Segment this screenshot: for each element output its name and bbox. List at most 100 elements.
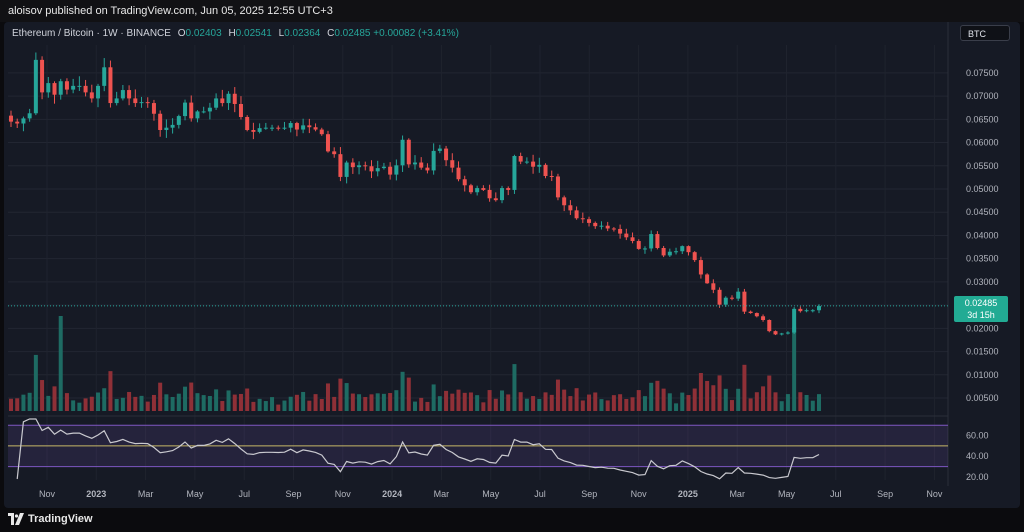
volume-bar xyxy=(226,390,231,411)
volume-bar xyxy=(518,392,523,411)
candle-body xyxy=(344,162,349,177)
candle-body xyxy=(431,150,436,171)
candle-body xyxy=(717,289,722,305)
volume-bar xyxy=(549,394,554,411)
price-tick-label: 0.02000 xyxy=(966,323,999,333)
tradingview-logo-icon[interactable] xyxy=(8,513,24,525)
candle-body xyxy=(313,127,318,130)
volume-bar xyxy=(568,396,573,411)
volume-bar xyxy=(183,386,188,411)
candle-body xyxy=(120,90,125,99)
volume-bar xyxy=(195,393,200,411)
volume-bar xyxy=(270,397,275,411)
volume-bar xyxy=(500,390,505,411)
high-label: H xyxy=(228,28,236,39)
candle-body xyxy=(257,128,262,132)
candle-body xyxy=(580,218,585,220)
volume-bar xyxy=(325,383,330,411)
volume-bar xyxy=(251,401,256,411)
volume-bar xyxy=(40,380,45,411)
candle-body xyxy=(512,156,517,190)
candle-body xyxy=(77,85,82,87)
volume-bar xyxy=(785,394,790,411)
price-tick-label: 0.03000 xyxy=(966,277,999,287)
volume-bar xyxy=(487,390,492,411)
publish-bar: aloisov published on TradingView.com, Ju… xyxy=(0,0,1024,22)
volume-bar xyxy=(661,388,666,411)
candle-body xyxy=(537,164,542,167)
candle-body xyxy=(363,165,368,167)
volume-bar xyxy=(456,389,461,411)
candle-body xyxy=(71,85,76,90)
time-tick-label: Nov xyxy=(631,489,648,499)
volume-bar xyxy=(692,388,697,411)
candle-body xyxy=(33,59,38,114)
volume-bar xyxy=(773,392,778,411)
volume-bar xyxy=(375,393,380,411)
candle-body xyxy=(804,310,809,312)
tradingview-brand[interactable]: TradingView xyxy=(28,513,93,525)
candle-body xyxy=(419,162,424,168)
candle-body xyxy=(686,246,691,253)
candle-body xyxy=(282,127,287,129)
candle-body xyxy=(307,125,312,128)
candle-body xyxy=(500,188,505,201)
volume-bar xyxy=(164,394,169,411)
candle-body xyxy=(195,111,200,119)
volume-bar xyxy=(114,398,119,411)
volume-bar xyxy=(723,388,728,411)
volume-bar xyxy=(381,393,386,411)
volume-bar xyxy=(810,400,815,411)
volume-bar xyxy=(245,388,250,411)
time-tick-label: May xyxy=(482,489,500,499)
price-tick-label: 0.05000 xyxy=(966,184,999,194)
countdown-value: 3d 15h xyxy=(967,310,995,320)
symbol-legend: Ethereum / Bitcoin · 1W · BINANCE O0.024… xyxy=(12,28,459,39)
volume-bar xyxy=(444,390,449,411)
volume-bar xyxy=(344,383,349,411)
volume-bar xyxy=(792,326,797,411)
candle-body xyxy=(325,134,330,152)
candle-body xyxy=(263,127,268,129)
volume-bar xyxy=(151,394,156,411)
chart-panel[interactable] xyxy=(4,22,1020,508)
candle-body xyxy=(680,246,685,252)
candle-body xyxy=(692,252,697,261)
candle-body xyxy=(481,188,486,190)
volume-bar xyxy=(562,389,567,411)
volume-bar xyxy=(332,396,337,411)
volume-bar xyxy=(21,394,26,411)
volume-bar xyxy=(189,382,194,411)
candle-body xyxy=(630,237,635,242)
candle-body xyxy=(587,219,592,223)
volume-bar xyxy=(599,399,604,411)
volume-bar xyxy=(506,394,511,411)
candle-body xyxy=(381,166,386,169)
price-tick-label: 0.05500 xyxy=(966,161,999,171)
candle-body xyxy=(232,93,237,104)
volume-bar xyxy=(624,398,629,411)
candle-body xyxy=(810,310,815,312)
volume-bar xyxy=(71,400,76,411)
candle-body xyxy=(642,248,647,250)
volume-bar xyxy=(742,364,747,411)
candle-body xyxy=(549,175,554,177)
volume-bar xyxy=(27,392,32,411)
candle-body xyxy=(524,161,529,163)
volume-bar xyxy=(437,396,442,411)
time-tick-label: Jul xyxy=(238,489,250,499)
candle-body xyxy=(158,113,163,131)
volume-bar xyxy=(176,393,181,411)
volume-bar xyxy=(238,393,243,411)
rsi-tick-label: 40.00 xyxy=(966,451,989,461)
volume-bar xyxy=(263,401,268,411)
volume-bar xyxy=(711,385,716,411)
candle-body xyxy=(661,247,666,256)
candle-body xyxy=(437,148,442,151)
candle-body xyxy=(15,121,20,124)
currency-badge[interactable]: BTC xyxy=(960,25,1010,41)
candle-body xyxy=(543,164,548,176)
volume-bar xyxy=(481,402,486,411)
volume-bar xyxy=(593,392,598,411)
